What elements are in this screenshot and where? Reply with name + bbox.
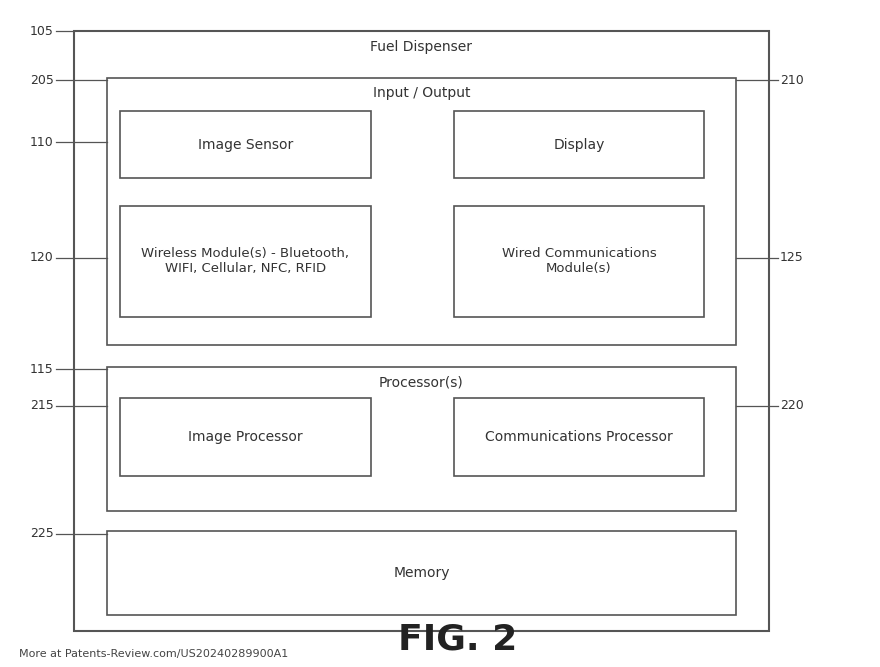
Bar [121,111,370,178]
Text: More at Patents-Review.com/US20240289900A1: More at Patents-Review.com/US20240289900… [18,649,288,658]
Text: 225: 225 [30,527,54,540]
Bar [454,111,704,178]
Text: 125: 125 [780,251,803,264]
Text: Communications Processor: Communications Processor [485,430,673,444]
Text: Wireless Module(s) - Bluetooth,
WIFI, Cellular, NFC, RFID: Wireless Module(s) - Bluetooth, WIFI, Ce… [142,247,349,275]
Text: Fuel Dispenser: Fuel Dispenser [370,40,473,53]
Text: 220: 220 [780,400,803,412]
Text: 105: 105 [30,25,54,37]
Text: 115: 115 [30,363,54,376]
Bar [106,367,737,512]
Bar [121,205,370,317]
Text: Memory: Memory [393,566,450,580]
Bar [74,31,769,632]
Text: 210: 210 [780,73,803,87]
Text: 215: 215 [30,400,54,412]
Text: 120: 120 [30,251,54,264]
Bar [121,398,370,476]
Text: Input / Output: Input / Output [373,87,470,100]
Bar [454,205,704,317]
Text: FIG. 2: FIG. 2 [398,622,517,656]
Text: Image Processor: Image Processor [188,430,303,444]
Text: 110: 110 [30,136,54,149]
Text: Display: Display [554,137,605,151]
Bar [106,532,737,615]
Text: Wired Communications
Module(s): Wired Communications Module(s) [502,247,656,275]
Text: Image Sensor: Image Sensor [198,137,293,151]
Text: 205: 205 [30,73,54,87]
Text: Processor(s): Processor(s) [379,376,464,390]
Bar [454,398,704,476]
Bar [106,78,737,345]
